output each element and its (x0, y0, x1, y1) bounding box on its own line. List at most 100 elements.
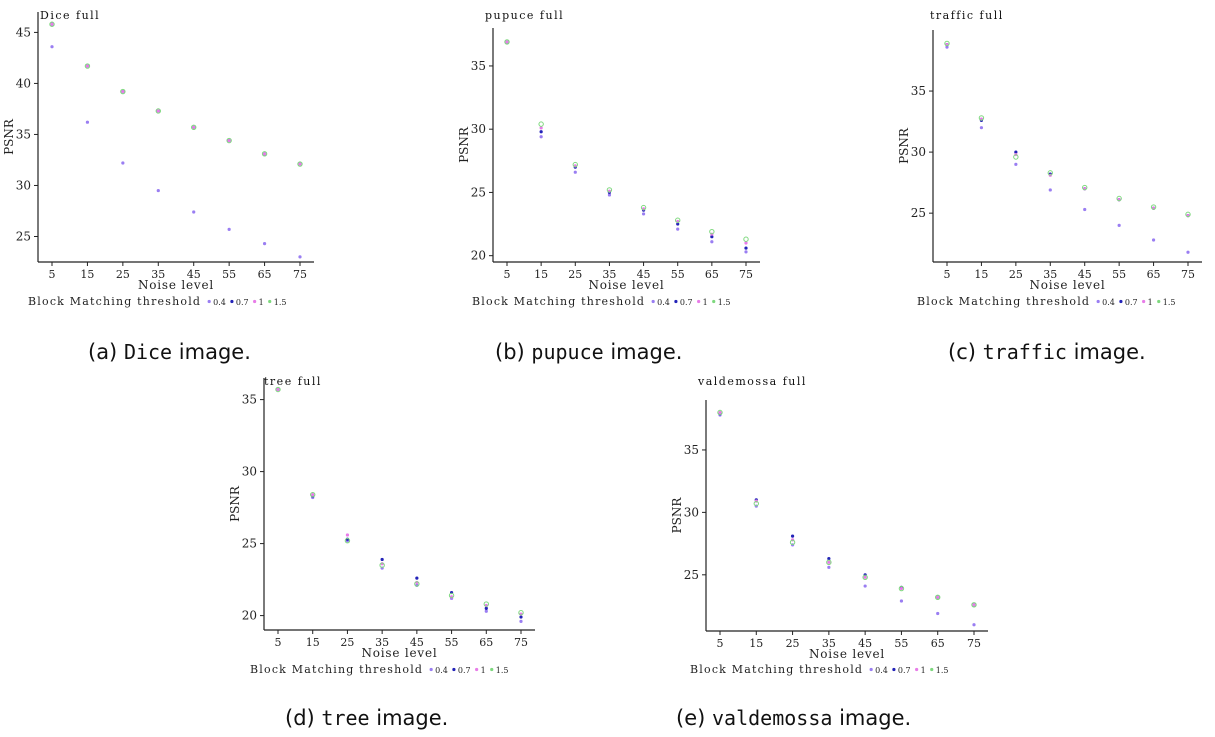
legend-marker-1 (452, 667, 456, 672)
legend-marker-0 (429, 667, 433, 672)
caption-image-name: valdemossa (711, 706, 833, 730)
legend-marker-2 (1142, 299, 1146, 304)
data-point-series-1 (744, 241, 748, 245)
legend-label: 1.5 (1163, 298, 1176, 307)
data-point-series-1.5 (935, 594, 941, 600)
data-point-series-1.5 (1082, 184, 1088, 191)
data-point-series-1.5 (49, 21, 55, 27)
data-point-series-1.5 (717, 409, 723, 416)
data-point-series-1 (827, 560, 831, 564)
legend-title: Block Matching threshold (472, 295, 645, 308)
y-tick-label: 40 (16, 76, 31, 90)
y-tick-label: 45 (16, 25, 31, 39)
y-tick-label: 35 (16, 127, 31, 141)
y-tick-label: 35 (684, 443, 699, 457)
x-tick-label: 75 (967, 637, 981, 650)
x-tick-label: 75 (1181, 268, 1195, 281)
data-point-series-1.5 (310, 491, 316, 498)
legend-title: Block Matching threshold (917, 295, 1090, 308)
x-tick-label: 55 (671, 268, 685, 281)
legend-marker-3 (712, 299, 716, 304)
legend-label: 1 (1148, 298, 1153, 307)
data-point-series-1.5 (120, 88, 126, 95)
x-tick-label: 25 (116, 268, 130, 281)
chart-title: tree full (264, 375, 322, 388)
x-tick-label: 55 (445, 636, 459, 649)
x-tick-label: 5 (49, 268, 56, 281)
x-tick-label: 5 (504, 268, 511, 281)
x-tick-label: 25 (568, 268, 582, 281)
data-point-series-0.7 (415, 576, 419, 580)
x-tick-label: 35 (151, 268, 165, 281)
legend-label: 0.4 (213, 298, 226, 307)
caption-b: (b) pupuce image. (495, 340, 682, 364)
legend-marker-0 (651, 299, 655, 304)
y-tick-label: 25 (684, 568, 699, 582)
caption-suffix: image. (172, 340, 251, 364)
x-tick-label: 45 (1078, 268, 1092, 281)
data-point-series-1.5 (191, 124, 197, 131)
data-point-series-0.4 (298, 255, 302, 259)
data-point-series-1.5 (606, 187, 613, 193)
legend-marker-0 (1096, 299, 1100, 304)
legend-marker-0 (869, 667, 873, 672)
legend-label: 0.4 (657, 298, 670, 307)
legend-label: 0.7 (680, 298, 693, 307)
legend-label: 0.7 (236, 298, 249, 307)
data-point-series-0.4 (484, 609, 488, 613)
legend-marker-3 (268, 299, 272, 304)
x-tick-label: 55 (894, 637, 908, 650)
data-point-series-1 (863, 575, 867, 579)
x-tick-label: 15 (974, 268, 988, 281)
x-tick-label: 5 (717, 637, 724, 650)
y-tick-label: 25 (911, 206, 926, 220)
data-point-series-1.5 (753, 500, 759, 507)
data-point-series-1.5 (1047, 170, 1053, 176)
data-point-series-0.4 (539, 135, 543, 139)
data-point-series-0.4 (1014, 162, 1018, 166)
data-point-series-0.4 (972, 623, 976, 627)
legend-marker-2 (697, 299, 701, 304)
data-point-series-1.5 (1116, 195, 1122, 202)
y-tick-label: 25 (471, 185, 486, 199)
legend-marker-3 (930, 667, 934, 672)
data-point-series-1 (505, 40, 509, 44)
y-tick-label: 25 (242, 537, 257, 551)
legend-label: 0.7 (1125, 298, 1138, 307)
legend-marker-1 (674, 299, 678, 304)
data-point-series-0.4 (1083, 207, 1087, 212)
data-point-series-0.4 (1151, 238, 1156, 242)
x-tick-label: 45 (410, 636, 424, 649)
data-point-series-0.7 (539, 130, 543, 134)
x-tick-label: 35 (1043, 268, 1057, 281)
legend-label: 1 (921, 666, 926, 675)
caption-suffix: image. (1066, 340, 1146, 364)
legend-label: 0.4 (1102, 298, 1115, 307)
data-point-series-1 (262, 152, 267, 156)
y-axis-label: PSNR (2, 118, 16, 155)
data-point-series-1.5 (640, 204, 647, 211)
caption-a: (a) Dice image. (88, 340, 251, 364)
legend-label: 0.4 (875, 666, 888, 675)
data-point-series-1.5 (944, 40, 950, 47)
data-point-series-0.7 (710, 235, 714, 239)
legend-marker-3 (490, 667, 494, 672)
caption-e: (e) valdemossa image. (676, 706, 911, 730)
y-tick-label: 20 (471, 249, 486, 263)
legend-marker-1 (230, 299, 234, 304)
y-tick-label: 35 (911, 84, 926, 98)
legend-label: 1.5 (496, 666, 509, 675)
data-point-series-1.5 (414, 581, 420, 587)
legend-label: 1 (259, 298, 264, 307)
legend-label: 0.4 (435, 666, 448, 675)
y-tick-label: 25 (16, 229, 31, 243)
y-axis-label: PSNR (670, 497, 684, 534)
x-tick-label: 35 (822, 637, 836, 650)
data-point-series-0.4 (50, 45, 54, 49)
x-tick-label: 75 (514, 636, 528, 649)
data-point-series-0.7 (1014, 150, 1018, 154)
data-point-series-1.5 (297, 161, 303, 167)
legend-marker-3 (1157, 299, 1161, 304)
data-point-series-1 (298, 162, 302, 166)
y-tick-label: 30 (911, 145, 926, 159)
